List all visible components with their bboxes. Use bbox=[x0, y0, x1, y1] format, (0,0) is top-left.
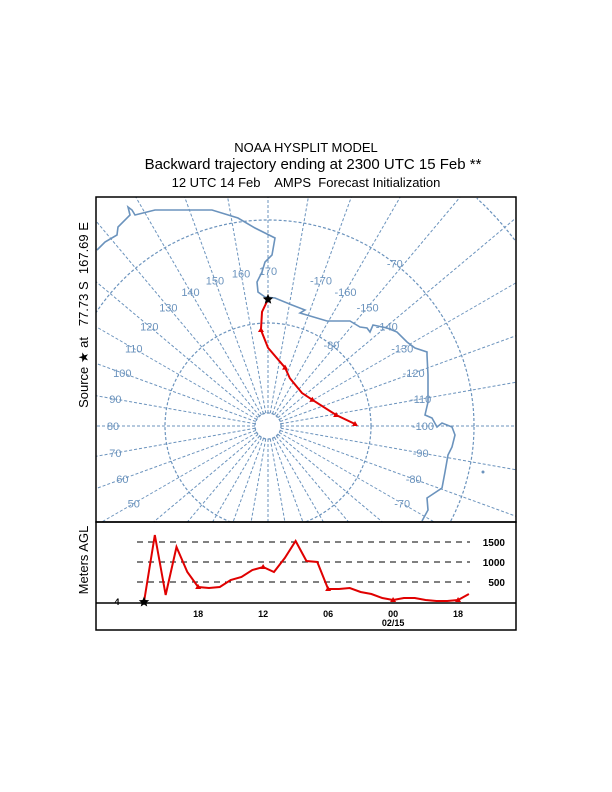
meridian-line bbox=[232, 438, 265, 522]
longitude-label: 140 bbox=[181, 287, 199, 299]
map-frame bbox=[95, 196, 517, 523]
latitude-circle bbox=[476, 197, 516, 241]
longitude-label: -170 bbox=[310, 275, 332, 287]
meridian-line bbox=[271, 438, 304, 522]
meridian-line bbox=[279, 282, 516, 420]
longitude-label: -100 bbox=[412, 421, 434, 433]
longitude-label: -120 bbox=[403, 368, 425, 380]
longitude-label: 160 bbox=[232, 268, 250, 280]
y-axis-label: Meters AGL bbox=[76, 526, 91, 595]
meridian-line bbox=[269, 197, 309, 414]
lat-lon-grid bbox=[96, 197, 516, 522]
trajectory-marker bbox=[333, 411, 340, 417]
latitude-circle bbox=[96, 219, 475, 522]
time-tick-label: 06 bbox=[323, 609, 333, 619]
longitude-label: 120 bbox=[140, 321, 158, 333]
meridian-line bbox=[277, 433, 383, 522]
source-label: Source ★ at 77.73 S 167.69 E bbox=[76, 222, 91, 408]
meridian-line bbox=[96, 429, 256, 490]
trajectory-marker bbox=[309, 396, 316, 402]
longitude-label: -140 bbox=[376, 321, 398, 333]
date-label: 02/15 bbox=[382, 618, 405, 628]
meridian-line bbox=[275, 197, 461, 417]
meridian-line bbox=[269, 438, 286, 522]
longitude-label: -90 bbox=[413, 448, 429, 460]
trajectory bbox=[257, 293, 359, 427]
meridian-line bbox=[187, 435, 261, 522]
coastline bbox=[96, 205, 456, 522]
meridian-line bbox=[96, 220, 261, 417]
source-height-label: 4 bbox=[114, 597, 119, 607]
meridian-line bbox=[250, 438, 267, 522]
meridian-line bbox=[153, 433, 259, 522]
meridian-line bbox=[96, 326, 257, 420]
island-dot bbox=[481, 470, 485, 474]
meridian-line bbox=[184, 197, 265, 414]
time-tick-label: 00 bbox=[388, 609, 398, 619]
longitude-label: -130 bbox=[391, 344, 413, 356]
meridian-line bbox=[212, 437, 262, 522]
trajectory-marker bbox=[257, 326, 264, 332]
height-panel: 500 1000 1500 4 18 12 06 00 18 02/15 bbox=[96, 534, 516, 628]
source-star-icon bbox=[138, 596, 150, 607]
trajectory-line bbox=[259, 298, 356, 425]
longitude-label: -150 bbox=[357, 302, 379, 314]
source-star-icon bbox=[262, 293, 274, 304]
height-marker bbox=[325, 586, 332, 591]
longitude-label: 150 bbox=[206, 275, 224, 287]
figure-title: NOAA HYSPLIT MODEL bbox=[234, 140, 378, 155]
figure-subtitle: Backward trajectory ending at 2300 UTC 1… bbox=[145, 156, 482, 173]
longitude-label: 170 bbox=[259, 266, 277, 278]
longitude-label: 90 bbox=[109, 394, 121, 406]
time-tick-label: 18 bbox=[193, 609, 203, 619]
trajectory-marker bbox=[352, 421, 359, 427]
meridian-line bbox=[96, 362, 256, 423]
height-marker bbox=[390, 597, 397, 602]
longitude-label: 130 bbox=[159, 302, 177, 314]
longitude-label: -160 bbox=[334, 287, 356, 299]
meridian-line bbox=[135, 197, 262, 415]
meridian-line bbox=[280, 335, 516, 423]
height-marker bbox=[260, 564, 267, 569]
meridian-line bbox=[280, 429, 516, 517]
height-tick-label: 500 bbox=[488, 578, 505, 589]
height-marker bbox=[195, 584, 202, 589]
meridian-line bbox=[277, 217, 516, 419]
meridian-line bbox=[275, 435, 349, 522]
meridian-line bbox=[274, 197, 401, 415]
latitude-circle bbox=[164, 322, 372, 522]
meridian-line bbox=[271, 197, 352, 414]
longitude-label: -70 bbox=[394, 499, 410, 511]
longitude-label: -80 bbox=[406, 474, 422, 486]
meridian-line bbox=[96, 427, 256, 457]
latitude-circle bbox=[254, 412, 282, 440]
latitude-label: -70 bbox=[387, 259, 403, 271]
height-tick-label: 1000 bbox=[483, 558, 506, 569]
time-tick-label: 12 bbox=[258, 609, 268, 619]
meridian-line bbox=[280, 427, 516, 471]
longitude-label: 100 bbox=[113, 368, 131, 380]
height-marker bbox=[455, 597, 462, 602]
height-frame bbox=[95, 521, 517, 631]
longitude-label: 110 bbox=[125, 344, 143, 356]
meridian-line bbox=[274, 437, 324, 522]
longitude-label: 70 bbox=[109, 448, 121, 460]
figure-init-text: 12 UTC 14 Feb AMPS Forecast Initializati… bbox=[172, 175, 441, 190]
longitude-label: 80 bbox=[107, 421, 119, 433]
height-tick-label: 1500 bbox=[483, 538, 506, 549]
latitude-label: -80 bbox=[323, 340, 339, 352]
longitude-label: 50 bbox=[128, 499, 140, 511]
height-line bbox=[143, 534, 470, 603]
longitude-label: -110 bbox=[410, 394, 431, 406]
trajectory-marker bbox=[282, 364, 289, 370]
meridian-line bbox=[96, 395, 256, 425]
time-tick-label: 18 bbox=[453, 609, 463, 619]
meridian-line bbox=[96, 281, 259, 419]
meridian-line bbox=[227, 197, 267, 414]
longitude-label: 60 bbox=[116, 474, 128, 486]
